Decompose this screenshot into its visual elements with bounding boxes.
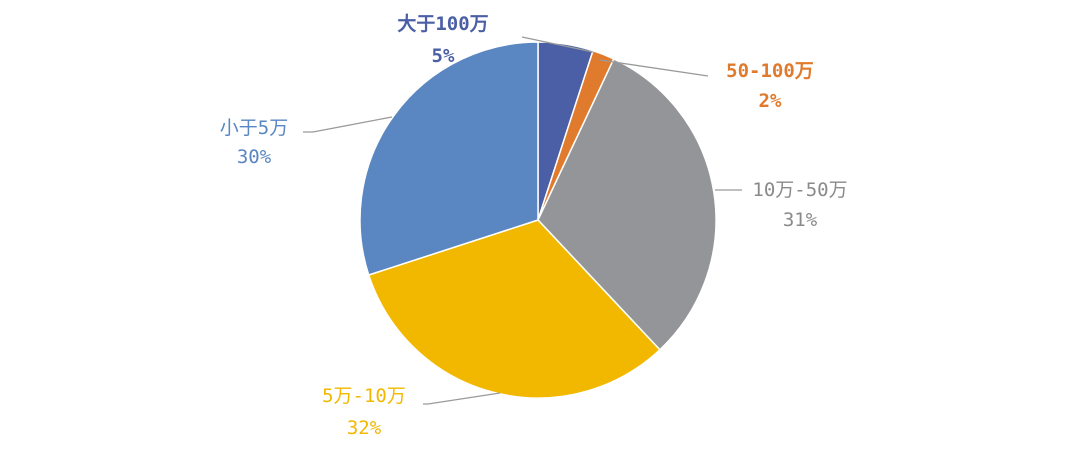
leader-line-1 — [521, 36, 594, 53]
labels-layer: 大于100万 5% 50-100万 2% 10万-50万 31% 5万-10万 32% 小于5万… — [220, 12, 848, 439]
slice-value-label-5: 30% — [237, 146, 272, 168]
slice-value-label-4: 32% — [347, 417, 382, 439]
slice-label-1: 大于100万 — [397, 12, 488, 35]
leader-line-4 — [423, 392, 501, 405]
leader-line-2 — [599, 59, 709, 77]
slice-label-2: 50-100万 — [726, 60, 814, 82]
pie-slice-4 — [367, 219, 661, 399]
pie-slice-3 — [537, 57, 717, 351]
slices-layer — [359, 41, 717, 399]
pie-slice-5 — [359, 41, 539, 276]
slice-value-label-1: 5% — [432, 45, 455, 67]
leader-lines-layer — [303, 36, 742, 405]
slice-label-5: 小于5万 — [220, 117, 288, 139]
slice-label-3: 10万-50万 — [752, 179, 847, 201]
slice-value-label-3: 31% — [783, 209, 818, 231]
slice-value-label-2: 2% — [759, 90, 782, 112]
slice-label-4: 5万-10万 — [322, 385, 406, 407]
leader-line-5 — [303, 116, 393, 133]
